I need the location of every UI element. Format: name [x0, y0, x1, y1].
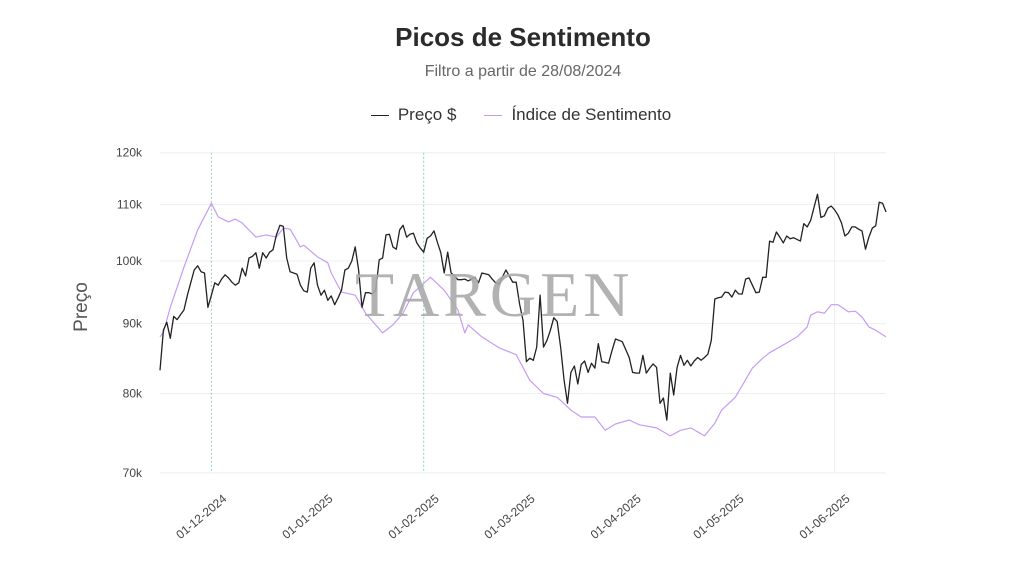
x-tick-label: 01-04-2025 [588, 491, 644, 541]
y-tick-label: 110k [117, 197, 143, 211]
legend-swatch-price [370, 114, 389, 116]
y-tick-label: 80k [123, 387, 143, 401]
x-tick-label: 01-12-2024 [173, 491, 229, 541]
legend-label-price: Preço $ [397, 105, 457, 124]
legend-label-sentiment: Índice de Sentimento [511, 105, 672, 124]
legend-item-sentiment[interactable]: Índice de Sentimento [484, 105, 671, 125]
x-tick-label: 01-02-2025 [386, 491, 442, 541]
chart-subtitle: Filtro a partir de 28/08/2024 [424, 63, 622, 80]
y-tick-label: 100k [116, 254, 143, 268]
watermark-logo: TARGEN [355, 259, 634, 330]
chart-title: Picos de Sentimento [395, 22, 651, 52]
x-tick-label: 01-01-2025 [279, 491, 335, 541]
legend: Preço $ Índice de Sentimento [0, 105, 1024, 125]
legend-item-price[interactable]: Preço $ [370, 105, 457, 125]
legend-swatch-sentiment [484, 114, 503, 116]
y-tick-label: 70k [123, 466, 143, 480]
x-tick-label: 01-06-2025 [797, 491, 853, 541]
y-tick-label: 90k [123, 317, 143, 331]
y-tick-label: 120k [116, 146, 143, 160]
x-tick-label: 01-03-2025 [481, 491, 537, 541]
x-tick-label: 01-05-2025 [690, 491, 746, 541]
price-line [159, 193, 887, 421]
sentiment-line [159, 202, 887, 437]
